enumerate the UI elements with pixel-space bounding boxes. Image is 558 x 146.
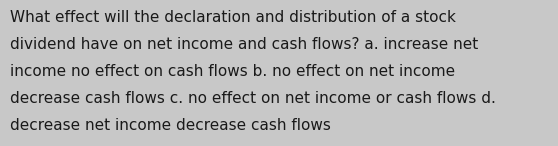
Text: decrease net income decrease cash flows: decrease net income decrease cash flows: [10, 118, 331, 133]
Text: What effect will the declaration and distribution of a stock: What effect will the declaration and dis…: [10, 10, 456, 25]
Text: dividend have on net income and cash flows? a. increase net: dividend have on net income and cash flo…: [10, 37, 478, 52]
Text: decrease cash flows c. no effect on net income or cash flows d.: decrease cash flows c. no effect on net …: [10, 91, 496, 106]
Text: income no effect on cash flows b. no effect on net income: income no effect on cash flows b. no eff…: [10, 64, 455, 79]
